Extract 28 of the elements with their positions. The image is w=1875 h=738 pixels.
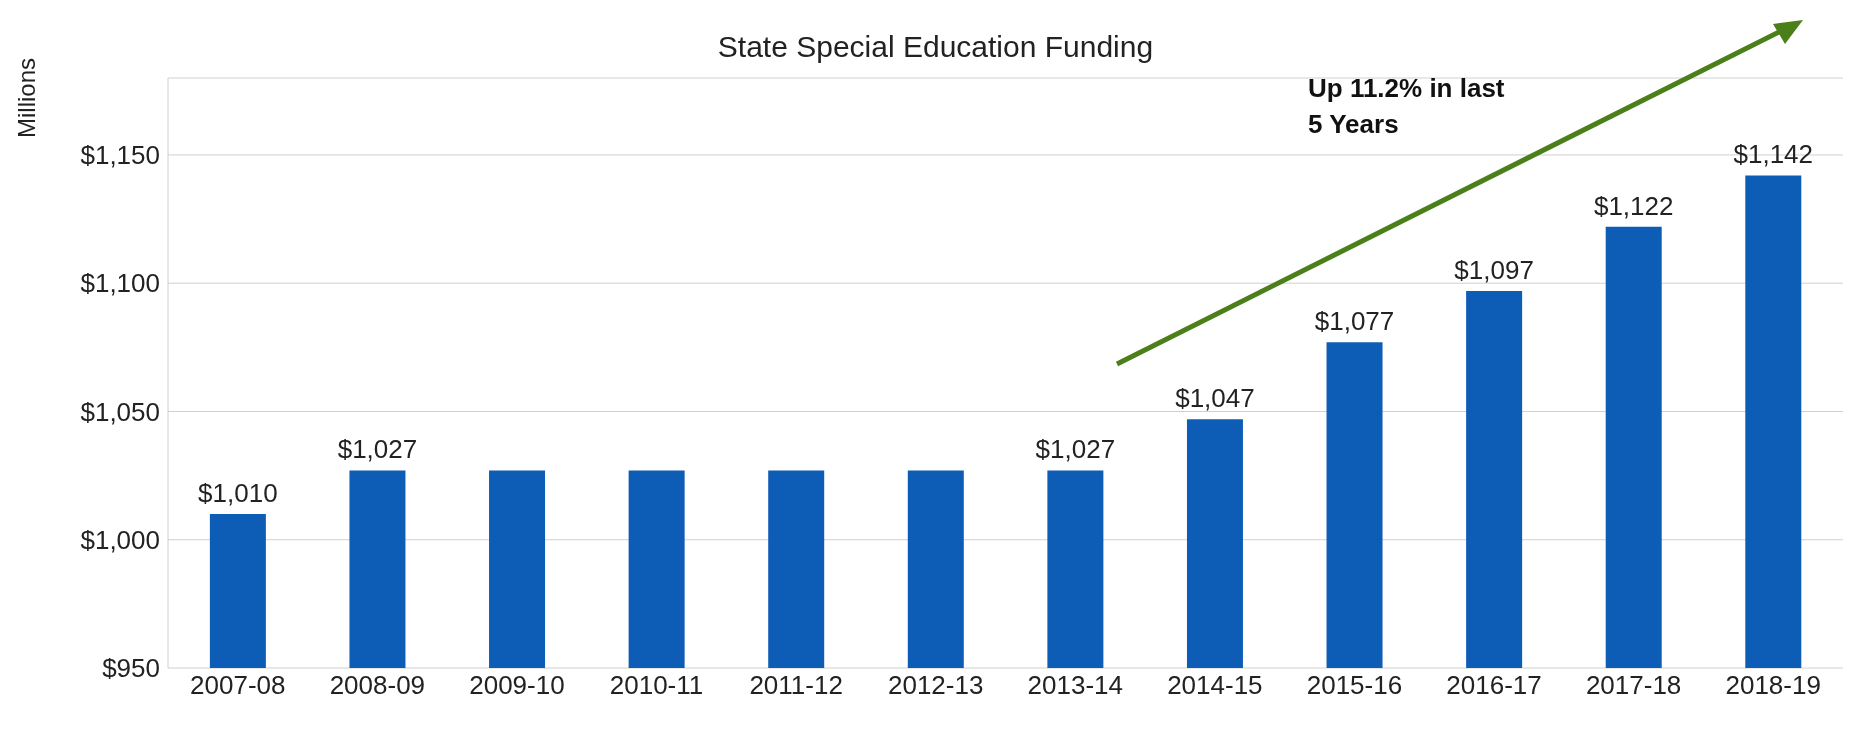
- data-label: $1,097: [1454, 254, 1534, 285]
- x-tick-label: 2015-16: [1306, 670, 1403, 701]
- data-label: $1,010: [198, 478, 278, 509]
- x-tick-label: 2007-08: [190, 670, 286, 701]
- data-label: $1,122: [1593, 190, 1674, 221]
- x-tick-label: 2009-10: [469, 670, 565, 701]
- data-label: $1,142: [1733, 139, 1814, 170]
- y-tick-label: $1,100: [80, 268, 160, 299]
- x-tick-label: 2016-17: [1446, 670, 1542, 701]
- x-tick-label: 2008-09: [329, 670, 426, 701]
- data-label: $1,027: [1035, 434, 1116, 465]
- x-tick-label: 2013-14: [1027, 670, 1123, 701]
- y-axis-title: Millions: [13, 57, 41, 138]
- chart-title: State Special Education Funding: [717, 30, 1154, 63]
- x-tick-label: 2010-11: [609, 670, 704, 701]
- x-tick-label: 2018-19: [1725, 670, 1821, 701]
- annotation: Up 11.2% in last 5 Years: [1308, 72, 1506, 141]
- y-tick-label: $1,050: [80, 396, 160, 427]
- y-tick-label: $1,150: [80, 140, 160, 171]
- x-tick-label: 2017-18: [1585, 670, 1682, 701]
- y-tick-label: $950: [102, 653, 160, 684]
- x-tick-label: 2011-12: [749, 670, 843, 701]
- data-label: $1,047: [1175, 383, 1255, 414]
- x-tick-label: 2014-15: [1167, 670, 1263, 701]
- y-tick-label: $1,000: [80, 524, 160, 555]
- x-tick-label: 2012-13: [888, 670, 984, 701]
- data-label: $1,027: [337, 434, 418, 465]
- data-label: $1,077: [1314, 306, 1395, 337]
